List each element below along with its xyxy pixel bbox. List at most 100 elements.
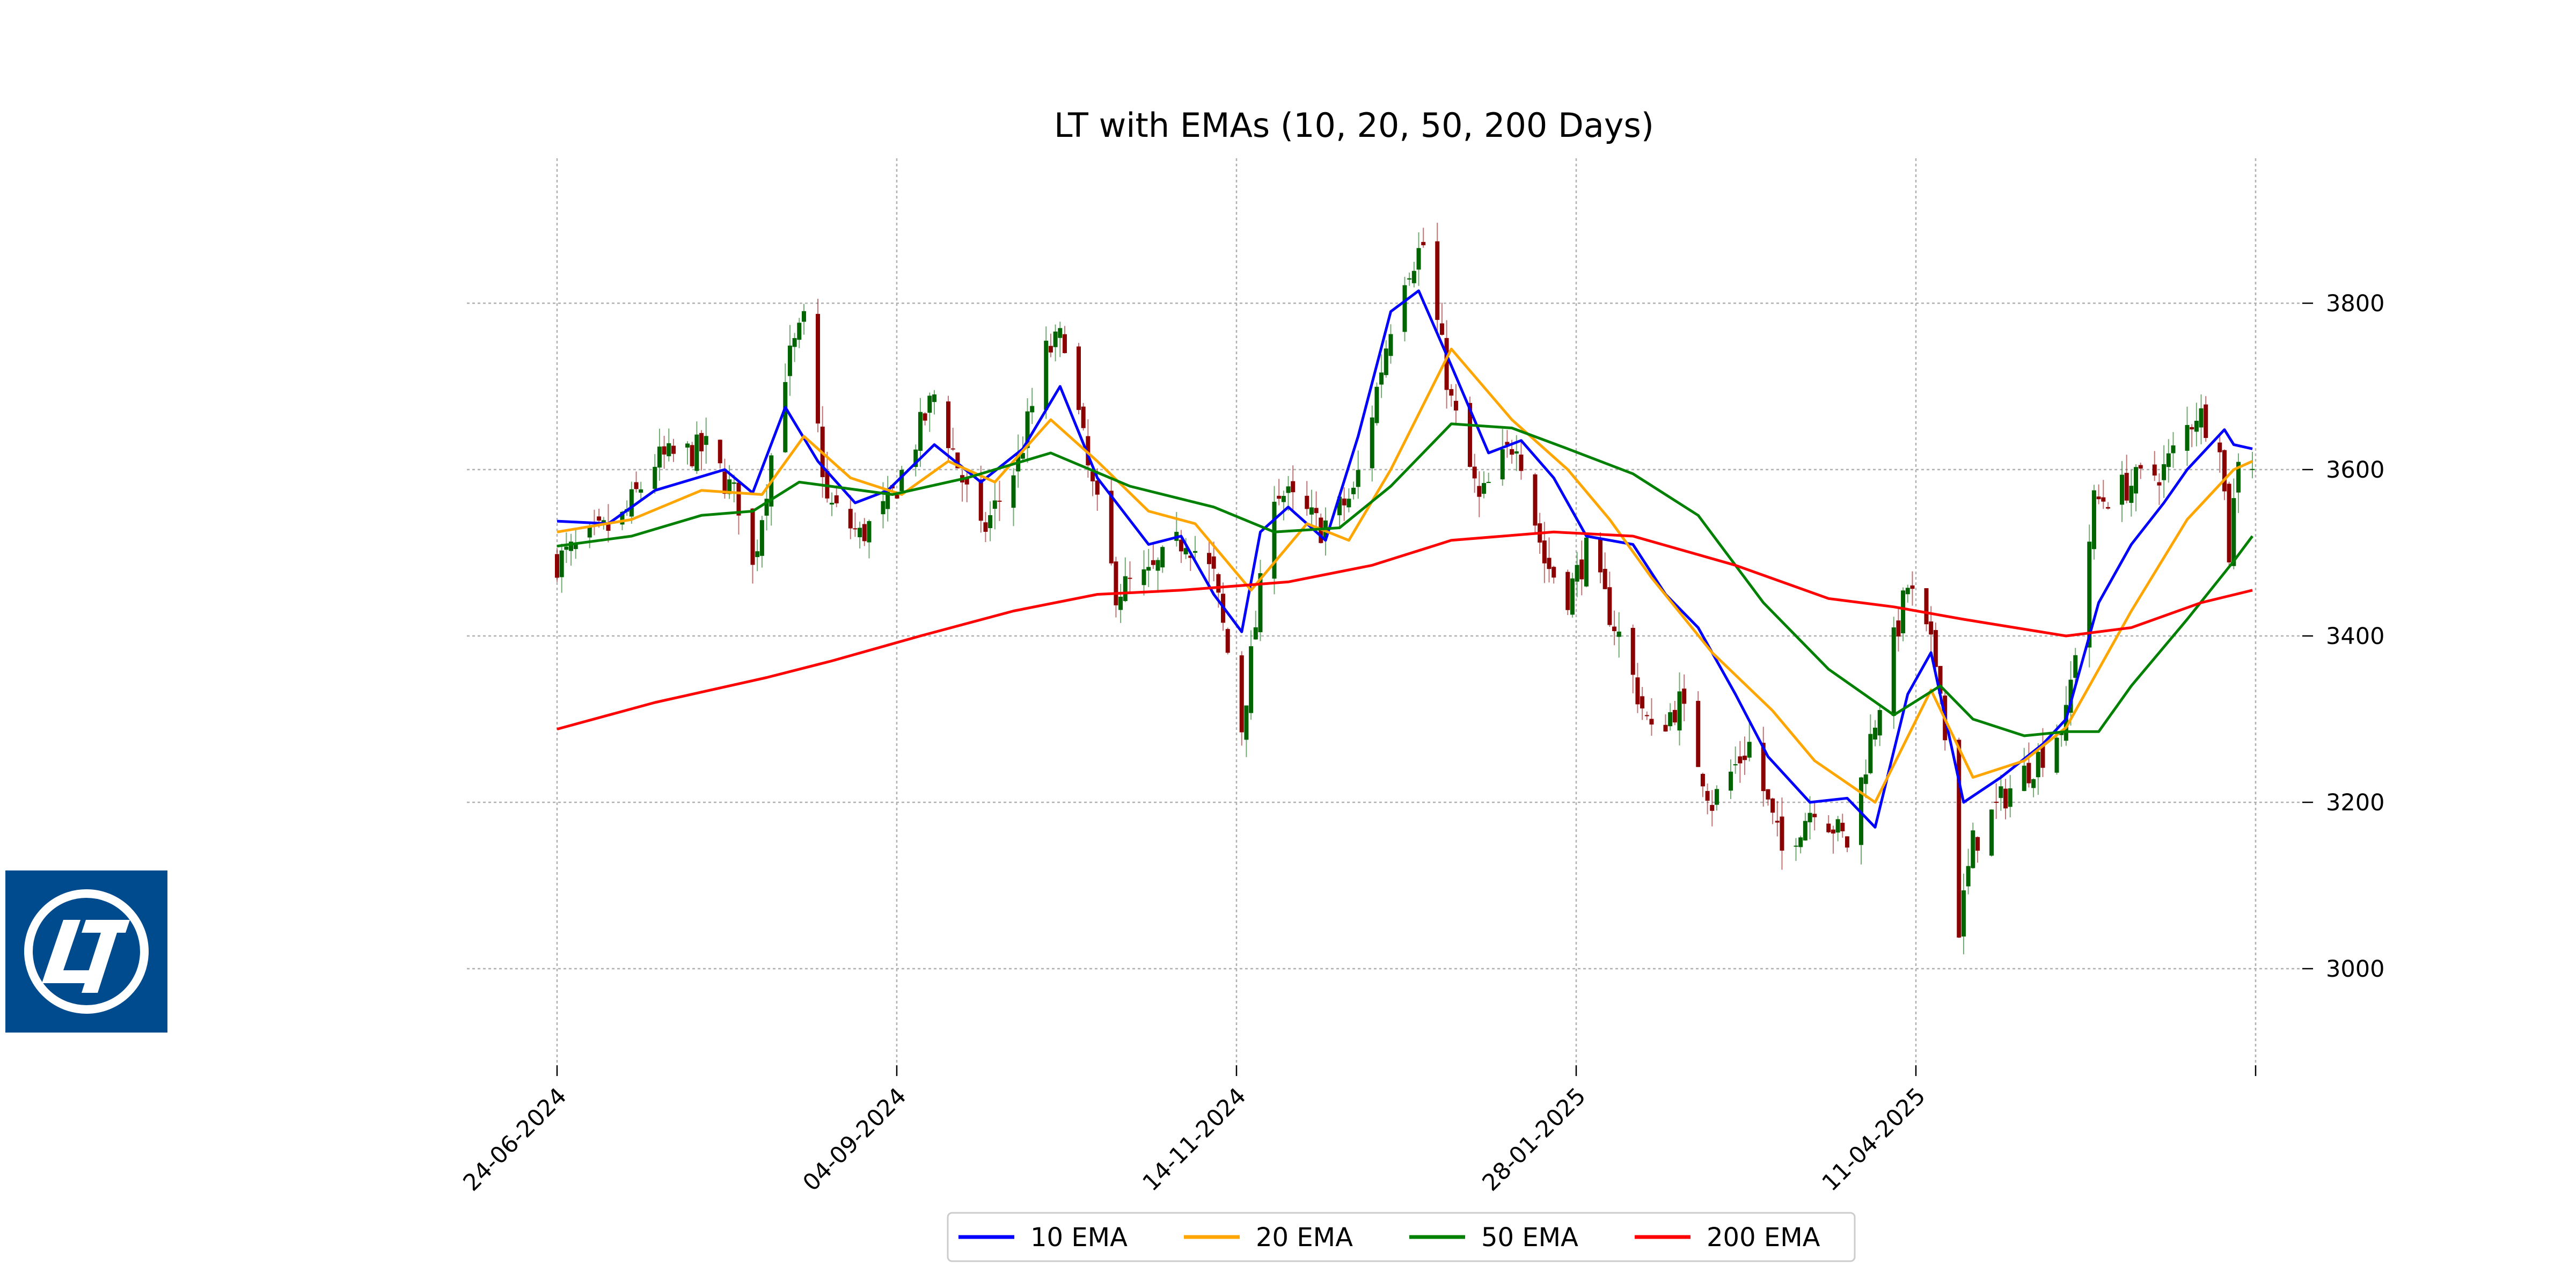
candle-body [606, 523, 611, 531]
candlestick [862, 518, 867, 546]
candle-body [629, 489, 634, 517]
candle-body [1579, 559, 1584, 580]
candlestick [1733, 746, 1738, 774]
candle-body [1346, 499, 1351, 508]
candle-body [1700, 773, 1705, 787]
candlestick [1971, 822, 1975, 869]
candlestick [858, 521, 862, 549]
candle-body [927, 396, 932, 413]
candlestick [699, 430, 704, 471]
candlestick [569, 533, 574, 566]
candlestick [653, 454, 657, 494]
candlestick [1249, 630, 1254, 720]
candlestick [1309, 489, 1314, 529]
candlestick [690, 442, 694, 468]
candlestick [1151, 542, 1155, 569]
candle-body [1612, 626, 1617, 632]
candle-body [1058, 328, 1063, 338]
candlestick [946, 396, 950, 462]
candle-body [1933, 630, 1938, 667]
candle-body [653, 466, 657, 489]
y-tick-label: 3800 [2326, 290, 2384, 317]
candle-body [1971, 830, 1975, 868]
candle-body [731, 482, 736, 484]
candlestick [1081, 402, 1086, 431]
candlestick [797, 318, 802, 348]
candlestick [1374, 382, 1379, 426]
candle-body [1868, 734, 1873, 773]
candle-body [764, 499, 769, 516]
candle-body [1030, 406, 1035, 413]
candlestick [834, 485, 839, 508]
candle-body [1877, 710, 1882, 736]
candlestick [2171, 432, 2176, 468]
candle-body [2171, 445, 2176, 453]
candle-body [1449, 389, 1454, 396]
candle-body [978, 479, 983, 521]
candlestick [1011, 468, 1016, 526]
candle-body [1845, 836, 1849, 848]
candle-body [1141, 569, 1146, 586]
candle-body [2105, 507, 2110, 509]
candle-body [1435, 241, 1440, 320]
candle-body [601, 520, 606, 524]
candlestick [1570, 573, 1575, 618]
candlestick [1449, 384, 1454, 407]
candlestick [1044, 326, 1049, 419]
candle-body [1807, 813, 1812, 823]
candlestick [1547, 537, 1552, 583]
candle-body [1281, 496, 1286, 502]
candle-body [2129, 486, 2134, 503]
candle-body [1081, 406, 1086, 428]
candlestick [1826, 815, 1831, 833]
candlestick [1472, 453, 1477, 493]
candlestick [1877, 707, 1882, 747]
candlestick [694, 421, 699, 474]
candle-body [2026, 763, 2031, 784]
candle-body [867, 521, 872, 543]
candlestick [1743, 736, 1747, 775]
candlestick [1123, 557, 1128, 602]
candlestick [2003, 779, 2008, 819]
candle-body [862, 524, 867, 541]
candle-body [1044, 340, 1049, 410]
candle-body [2068, 679, 2073, 713]
candle-body [1896, 620, 1901, 636]
candle-body [1048, 346, 1053, 353]
candle-body [895, 495, 899, 499]
candlestick [1225, 627, 1230, 655]
candle-body [1994, 801, 1999, 803]
candle-body [2003, 788, 2008, 809]
candlestick [1761, 727, 1766, 807]
logo-letter-t-stem-icon [82, 933, 117, 993]
candlestick [1342, 487, 1346, 521]
candlestick [848, 495, 853, 539]
candlestick [1077, 342, 1081, 415]
candle-body [2218, 442, 2222, 452]
candle-body [1374, 386, 1379, 423]
candle-body [1696, 700, 1701, 767]
candle-body [1337, 496, 1342, 516]
candle-body [2073, 655, 2078, 678]
candle-body [1500, 449, 1505, 480]
candle-body [2162, 464, 2167, 480]
candle-body [1602, 569, 1607, 589]
candlestick [1663, 714, 1668, 732]
candlestick [1575, 552, 1579, 598]
candlestick [2185, 406, 2190, 466]
candlestick [1207, 540, 1211, 584]
candlestick [2218, 433, 2222, 473]
candlestick [927, 392, 932, 432]
candle-body [2036, 751, 2040, 778]
candle-body [983, 522, 988, 532]
candle-body [1803, 821, 1807, 841]
candle-body [1146, 567, 1151, 571]
candlestick [1961, 873, 1966, 955]
candle-body [1416, 248, 1421, 270]
candlestick [988, 501, 993, 541]
candle-body [597, 516, 602, 521]
candle-body [2054, 737, 2059, 773]
candle-body [1672, 709, 1677, 723]
candle-body [964, 478, 969, 485]
candlestick [2059, 731, 2064, 747]
